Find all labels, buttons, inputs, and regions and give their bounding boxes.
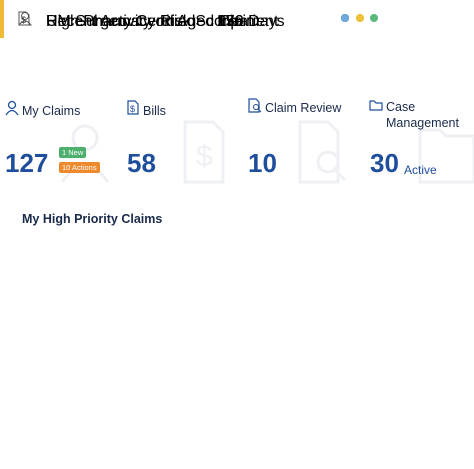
card-value: 10 [248, 148, 277, 178]
section-title: My High Priority Claims [22, 212, 163, 226]
claim-value: Inpatient [217, 13, 279, 30]
status-dot [341, 14, 349, 22]
svg-text:$: $ [130, 104, 135, 114]
card-value: 127 [5, 148, 49, 178]
card-suffix: Active [404, 163, 437, 177]
watermarks: $ [60, 120, 474, 184]
badge: 10 Actions [59, 162, 100, 173]
status-dot [355, 14, 364, 22]
card-title: Claim Review [265, 101, 342, 115]
claim-value: 276 Days [217, 13, 285, 30]
status-dot [370, 14, 378, 22]
claim-name: High Pharmacy Risk Score [46, 13, 238, 30]
review-icon [248, 98, 262, 113]
card-title: My Claims [22, 104, 81, 118]
card-title: Bills [143, 104, 166, 118]
bills-icon: $ [127, 100, 139, 115]
row-icon [18, 12, 32, 26]
row-accent [0, 0, 4, 38]
claims-icon [5, 100, 19, 116]
svg-text:$: $ [21, 15, 26, 25]
card-value: 58 [127, 148, 156, 178]
svg-text:$: $ [21, 15, 26, 25]
claim-value: 159 [217, 13, 244, 30]
card-value: 30 [370, 148, 399, 178]
card-title: Case Management [386, 100, 459, 130]
case-icon [369, 100, 383, 111]
svg-text:$: $ [196, 140, 213, 173]
claim-name: UM Surgery Certified [46, 13, 196, 30]
badge: 1 New [59, 147, 87, 158]
claim-name: Recent Activity on Aged Claim [46, 13, 260, 30]
row-icon: $ [18, 11, 30, 26]
